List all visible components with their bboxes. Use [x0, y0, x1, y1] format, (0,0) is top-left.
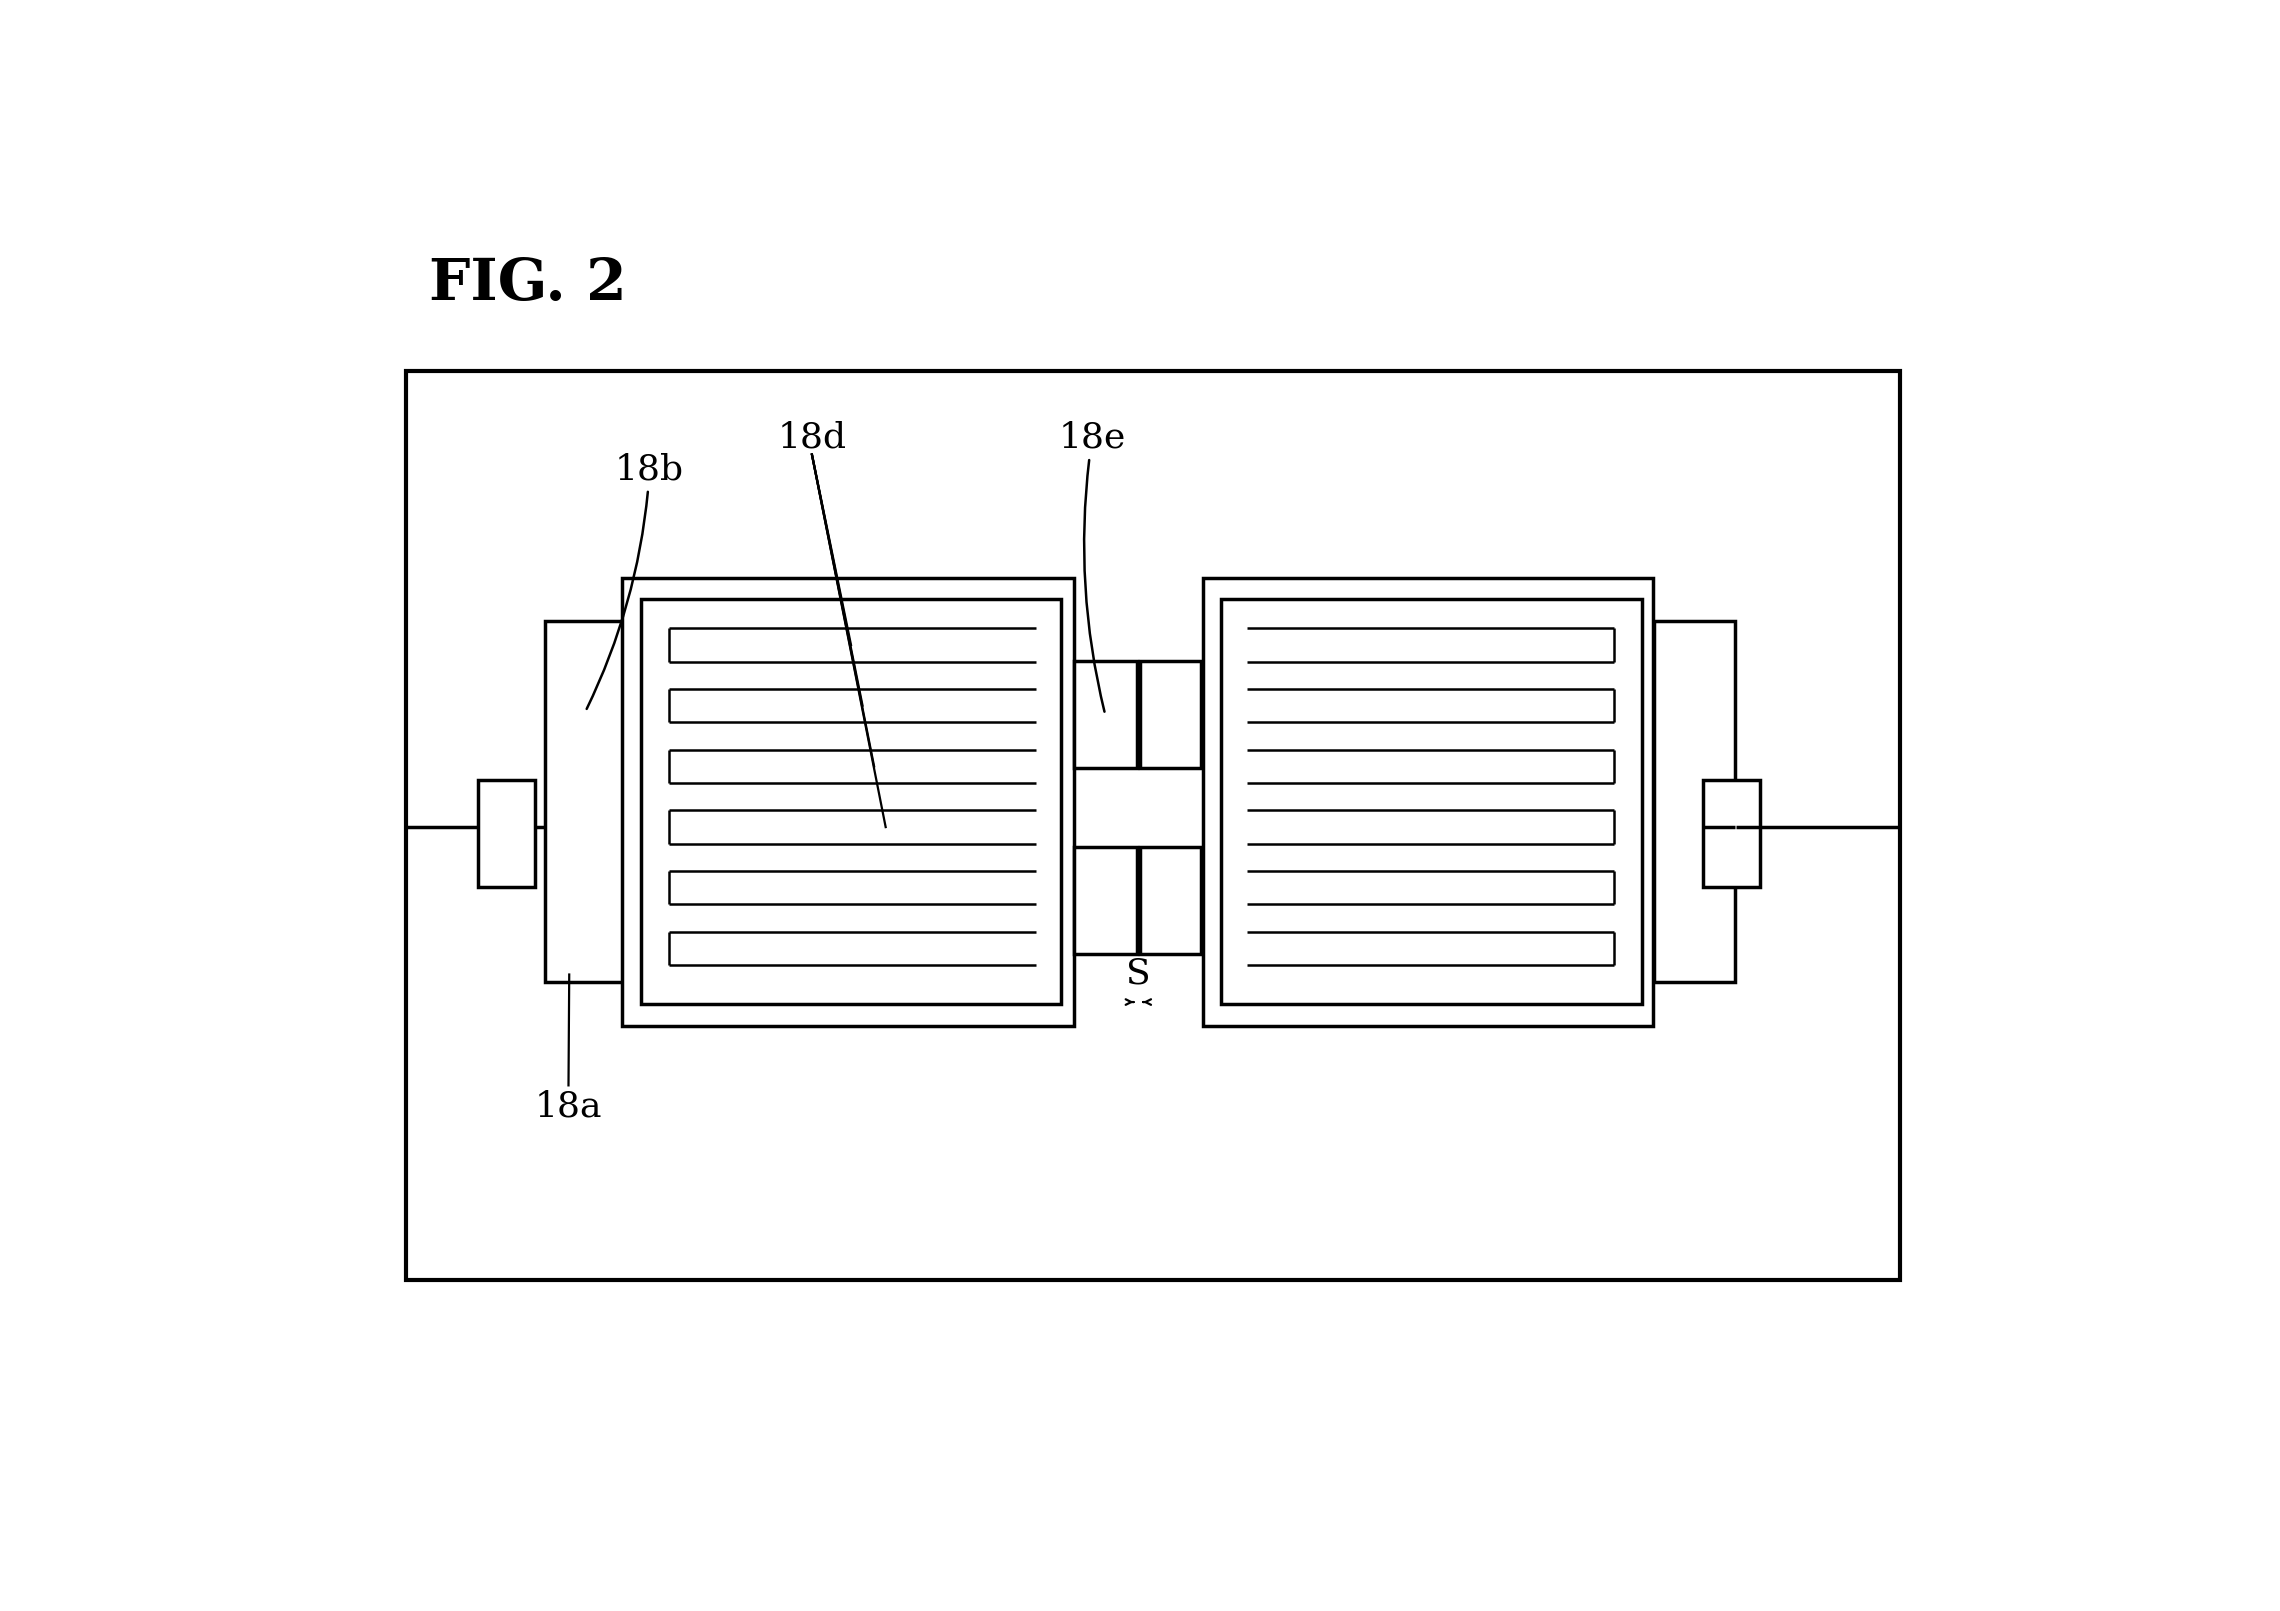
Bar	[1074, 847, 1135, 954]
Bar	[1074, 661, 1135, 768]
Text: 18d: 18d	[777, 420, 846, 454]
Text: 18e: 18e	[1058, 420, 1126, 712]
Bar	[1204, 577, 1653, 1026]
Text: 18b: 18b	[586, 453, 684, 709]
Text: 18a: 18a	[536, 1089, 602, 1123]
Bar	[1655, 622, 1735, 983]
Bar	[1222, 599, 1642, 1004]
Bar	[622, 577, 1074, 1026]
Bar	[479, 780, 536, 888]
Bar	[1703, 780, 1760, 888]
Bar	[1140, 661, 1202, 768]
Bar	[641, 599, 1060, 1004]
Bar	[406, 371, 1899, 1279]
Bar	[545, 622, 627, 983]
Text: FIG. 2: FIG. 2	[429, 256, 627, 311]
Text: S: S	[1126, 957, 1151, 991]
Bar	[1140, 847, 1202, 954]
